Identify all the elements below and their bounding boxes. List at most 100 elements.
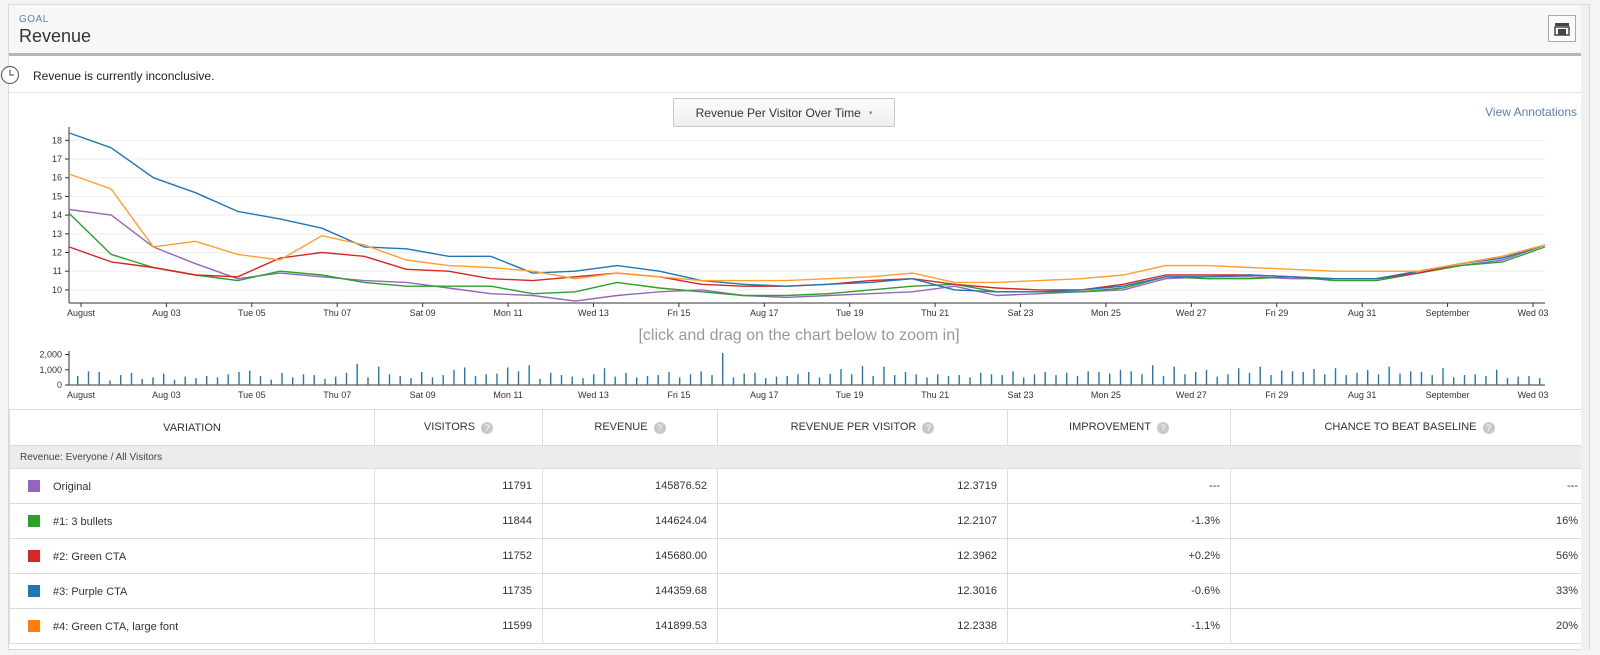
x-tick-label: Aug 17 (750, 308, 779, 318)
variation-cell: #4: Green CTA, large font (9, 608, 375, 644)
layout-toggle-button[interactable] (1548, 15, 1576, 42)
results-table: VARIATION VISITORS? REVENUE? REVENUE PER… (9, 409, 1589, 644)
visitor-bar (1119, 369, 1122, 385)
visitor-bar (539, 378, 541, 385)
visitor-bar (1334, 368, 1337, 385)
visitor-bar (603, 368, 606, 385)
revenue-chart[interactable]: 10 11 12 13 14 15 16 17 18 August Aug 03 Tue 05 Thu … (9, 5, 1589, 405)
y-tick-label: 17 (52, 154, 62, 164)
visitor-bar (517, 371, 520, 385)
visitor-bar (1173, 366, 1175, 385)
help-icon[interactable]: ? (1482, 422, 1495, 434)
visitor-bar (657, 375, 659, 385)
visitor-bar (345, 372, 348, 385)
visitor-bar (464, 367, 466, 385)
visitor-bar (1270, 375, 1272, 385)
visitor-bar (1324, 374, 1326, 385)
visitor-bar (625, 372, 627, 385)
visitor-bar (894, 375, 896, 385)
visitor-bar (969, 377, 971, 385)
visitors-cell: 11844 (374, 503, 543, 539)
visitor-bar (1098, 372, 1100, 385)
help-icon[interactable]: ? (481, 422, 494, 434)
visitor-bar (1001, 375, 1003, 385)
visitor-bar (926, 377, 928, 385)
visitor-bar (1076, 375, 1079, 385)
header-variation: VARIATION (9, 409, 375, 446)
visitor-bar (259, 375, 262, 385)
variation-name: #4: Green CTA, large font (53, 620, 179, 633)
x-tick-label: Tue 19 (836, 308, 864, 318)
chance-cell: 20% (1230, 608, 1589, 644)
variation-cell: Original (9, 468, 375, 504)
visitor-bar (1496, 369, 1498, 385)
x-tick-label: Mon 11 (493, 308, 522, 318)
visitor-bar (743, 373, 745, 385)
visitor-bar (141, 378, 143, 385)
visitor-bar (109, 380, 111, 385)
help-icon[interactable]: ? (1156, 422, 1169, 434)
chance-cell: 16% (1230, 503, 1589, 539)
bar-x-tick-label: Fri 15 (667, 390, 690, 400)
visitor-bar (797, 374, 799, 385)
visitor-bar (270, 379, 272, 385)
series-line (68, 208, 1546, 302)
visitors-cell: 11599 (374, 608, 543, 644)
series-line (68, 173, 1546, 284)
status-row: Revenue is currently inconclusive. (0, 56, 1589, 93)
visitor-bar (249, 370, 251, 385)
visitor-bar (829, 373, 831, 385)
rpv-cell: 12.2107 (717, 503, 1008, 539)
goal-header: GOAL Revenue (9, 5, 1589, 56)
help-icon[interactable]: ? (922, 422, 935, 434)
visitor-bar (1356, 372, 1358, 385)
rpv-cell: 12.3719 (717, 468, 1008, 504)
visitor-bar (1517, 376, 1519, 385)
visitor-bar (1485, 375, 1487, 385)
revenue-cell: 144624.04 (542, 503, 718, 539)
header-rpv: REVENUE PER VISITOR? (717, 409, 1008, 446)
visitor-bar (840, 369, 842, 385)
header-chance: CHANCE TO BEAT BASELINE? (1230, 409, 1589, 446)
visitor-bar (818, 377, 821, 385)
variation-cell: #3: Purple CTA (9, 573, 375, 609)
visitor-bar (507, 367, 509, 385)
table-row: #3: Purple CTA 11735 144359.68 12.3016 -0.6%… (9, 573, 1589, 609)
visitor-bar (206, 375, 208, 385)
view-annotations-link[interactable]: View Annotations (1485, 105, 1577, 119)
status-text: Revenue is currently inconclusive. (33, 69, 215, 83)
x-tick-label: Fri 15 (667, 308, 690, 318)
visitor-bar (1044, 372, 1046, 385)
header-visitors: VISITORS? (374, 409, 543, 446)
chart-type-label: Revenue Per Visitor Over Time (695, 105, 861, 120)
x-tick-label: Thu 21 (921, 308, 949, 318)
visitor-bar (87, 371, 90, 385)
bar-x-tick-label: Tue 05 (238, 390, 266, 400)
table-header-row: VARIATION VISITORS? REVENUE? REVENUE PER… (9, 409, 1589, 446)
visitor-bar (775, 376, 778, 385)
rpv-cell: 12.3962 (717, 538, 1008, 574)
scrollbar[interactable] (1581, 5, 1589, 651)
visitor-bar (980, 372, 982, 385)
visitor-bar (227, 374, 229, 385)
visitor-bar (1216, 376, 1218, 385)
color-swatch (28, 584, 40, 597)
visitor-bar (765, 378, 767, 385)
visitor-bar (786, 375, 788, 385)
help-icon[interactable]: ? (653, 422, 666, 434)
revenue-cell: 144359.68 (542, 573, 718, 609)
visitor-bar (582, 378, 584, 385)
x-tick-label: Sat 09 (410, 308, 436, 318)
visitor-bar (399, 375, 401, 385)
visitor-bar (77, 375, 79, 385)
visitor-bar (1162, 375, 1165, 385)
visitor-bar (1291, 371, 1294, 385)
visitor-bar (668, 372, 670, 385)
segment-label: Revenue: Everyone / All Visitors (9, 445, 1589, 469)
bar-x-tick-label: Wed 13 (578, 390, 609, 400)
chart-type-dropdown[interactable]: Revenue Per Visitor Over Time ▾ (673, 98, 895, 127)
bar-x-tick-label: Aug 17 (750, 390, 779, 400)
visitors-cell: 11791 (374, 468, 543, 504)
x-tick-label: Fri 29 (1265, 308, 1288, 318)
color-swatch (28, 619, 40, 632)
